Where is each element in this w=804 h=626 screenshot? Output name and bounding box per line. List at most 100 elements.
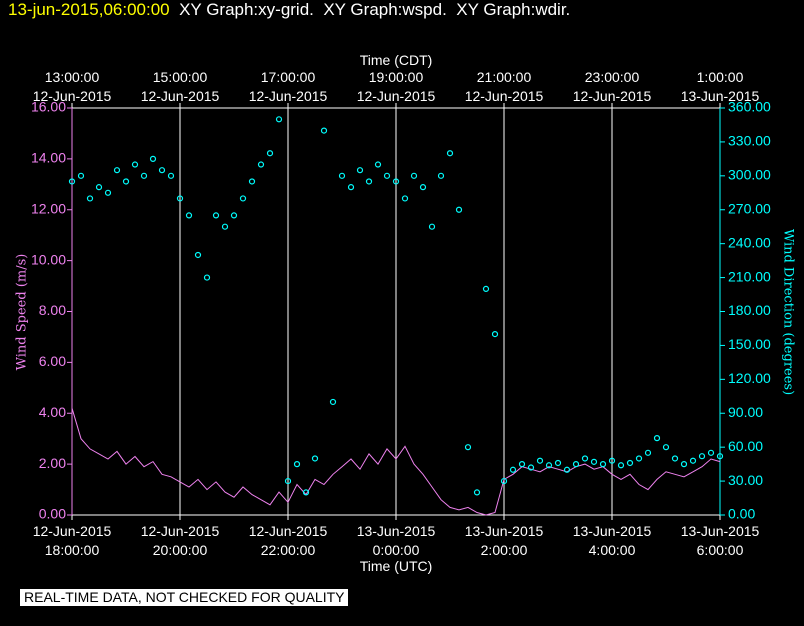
- y2-tick-label: 300.00: [728, 167, 771, 183]
- wind-direction-point: [302, 489, 310, 496]
- wind-direction-point: [662, 444, 670, 451]
- y-tick-label: 8.00: [39, 302, 66, 318]
- wind-direction-point: [293, 461, 301, 468]
- wind-direction-point: [365, 178, 373, 185]
- wind-direction-point: [608, 457, 616, 464]
- y-tick-label: 4.00: [39, 404, 66, 420]
- x2-tick-label: 1:00:00 13-Jun-2015: [680, 69, 760, 104]
- y-tick-label: 6.00: [39, 353, 66, 369]
- x2-tick-label: 13:00:00 12-Jun-2015: [32, 69, 112, 104]
- wind-direction-point: [581, 455, 589, 462]
- header: 13-jun-2015,06:00:00 XY Graph:xy-grid. X…: [8, 0, 570, 20]
- wind-direction-point: [626, 459, 634, 467]
- wind-direction-point: [311, 455, 319, 462]
- x-tick-label: 13-Jun-2015 4:00:00: [572, 523, 652, 558]
- y-tick-label: 14.00: [31, 150, 66, 166]
- wind-direction-point: [401, 195, 409, 202]
- wind-direction-point: [248, 178, 256, 185]
- wind-direction-point: [698, 453, 706, 460]
- y2-tick-label: 330.00: [728, 133, 771, 149]
- wind-direction-point: [419, 184, 427, 191]
- y2-tick-label: 0.00: [728, 506, 755, 522]
- x-tick-label: 12-Jun-2015 22:00:00: [248, 523, 328, 558]
- wind-direction-point: [203, 274, 211, 281]
- wind-direction-point: [437, 172, 445, 179]
- wind-direction-point: [707, 449, 715, 456]
- wind-direction-point: [518, 461, 526, 468]
- wind-direction-point: [536, 457, 544, 464]
- y2-tick-label: 30.00: [728, 472, 763, 488]
- y2-axis-title: Wind Direction (degrees): [781, 229, 796, 395]
- wind-direction-point: [464, 444, 472, 451]
- wind-direction-point: [635, 455, 643, 462]
- wind-direction-point: [671, 455, 679, 462]
- y-tick-label: 10.00: [31, 251, 66, 267]
- wind-direction-point: [113, 167, 121, 174]
- y2-tick-label: 180.00: [728, 302, 771, 318]
- y-tick-label: 0.00: [39, 506, 66, 522]
- wind-direction-point: [716, 453, 724, 460]
- wind-direction-point: [644, 449, 652, 456]
- chart-title: XY Graph:xy-grid. XY Graph:wspd. XY Grap…: [179, 0, 571, 19]
- wind-direction-point: [428, 223, 436, 230]
- y2-tick-label: 150.00: [728, 336, 771, 352]
- x-axis-title: Time (UTC): [359, 558, 433, 574]
- wind-direction-point: [572, 461, 580, 468]
- x2-tick-label: 19:00:00 12-Jun-2015: [356, 69, 436, 104]
- wind-direction-point: [257, 161, 265, 168]
- wind-direction-point: [131, 161, 139, 168]
- x-tick-label: 13-Jun-2015 2:00:00: [464, 523, 544, 558]
- wind-direction-point: [329, 398, 337, 406]
- x2-tick-label: 15:00:00 12-Jun-2015: [140, 69, 220, 104]
- wind-direction-point: [545, 462, 553, 469]
- y-axis-title: Wind Speed (m/s): [15, 254, 30, 371]
- wind-direction-point: [563, 466, 571, 473]
- wind-direction-point: [473, 489, 481, 496]
- wind-direction-point: [284, 477, 292, 485]
- wind-direction-point: [599, 461, 607, 468]
- wind-direction-point: [230, 212, 238, 219]
- wind-direction-point: [176, 195, 184, 202]
- y2-tick-label: 360.00: [728, 99, 771, 115]
- x2-tick-label: 17:00:00 12-Jun-2015: [248, 69, 328, 104]
- wind-direction-point: [140, 172, 148, 179]
- wind-direction-point: [212, 212, 220, 219]
- y-tick-label: 16.00: [31, 99, 66, 115]
- wind-direction-point: [590, 458, 598, 465]
- x-tick-label: 13-Jun-2015 6:00:00: [680, 523, 760, 558]
- y-tick-label: 2.00: [39, 455, 66, 471]
- y2-tick-label: 60.00: [728, 438, 763, 454]
- wind-direction-point: [617, 462, 625, 469]
- y-tick-label: 12.00: [31, 200, 66, 216]
- wind-direction-point: [167, 172, 175, 179]
- y2-tick-label: 120.00: [728, 370, 771, 386]
- wind-direction-point: [95, 184, 103, 191]
- quality-note: REAL-TIME DATA, NOT CHECKED FOR QUALITY: [20, 589, 349, 606]
- wind-direction-point: [446, 150, 454, 157]
- wind-direction-point: [221, 223, 229, 230]
- wind-direction-point: [500, 477, 508, 485]
- wind-direction-point: [455, 206, 463, 213]
- wind-direction-point: [347, 184, 355, 191]
- wind-direction-point: [194, 251, 202, 259]
- wind-direction-point: [104, 189, 112, 196]
- wind-direction-point: [356, 167, 364, 174]
- wind-direction-point: [392, 178, 400, 185]
- wind-direction-point: [689, 457, 697, 464]
- x-tick-label: 12-Jun-2015 18:00:00: [32, 523, 112, 558]
- wind-direction-point: [383, 172, 391, 179]
- y2-tick-label: 270.00: [728, 200, 771, 216]
- wind-direction-point: [509, 466, 517, 473]
- x-tick-label: 13-Jun-2015 0:00:00: [356, 523, 436, 558]
- y2-tick-label: 90.00: [728, 404, 763, 420]
- wind-direction-point: [185, 212, 193, 219]
- wind-direction-point: [266, 150, 274, 157]
- wind-direction-point: [527, 464, 535, 471]
- x2-axis-title: Time (CDT): [359, 52, 433, 68]
- wind-direction-point: [320, 127, 328, 134]
- x-tick-label: 12-Jun-2015 20:00:00: [140, 523, 220, 558]
- x2-tick-label: 21:00:00 12-Jun-2015: [464, 69, 544, 104]
- y2-tick-label: 240.00: [728, 234, 771, 250]
- wind-direction-point: [482, 285, 490, 292]
